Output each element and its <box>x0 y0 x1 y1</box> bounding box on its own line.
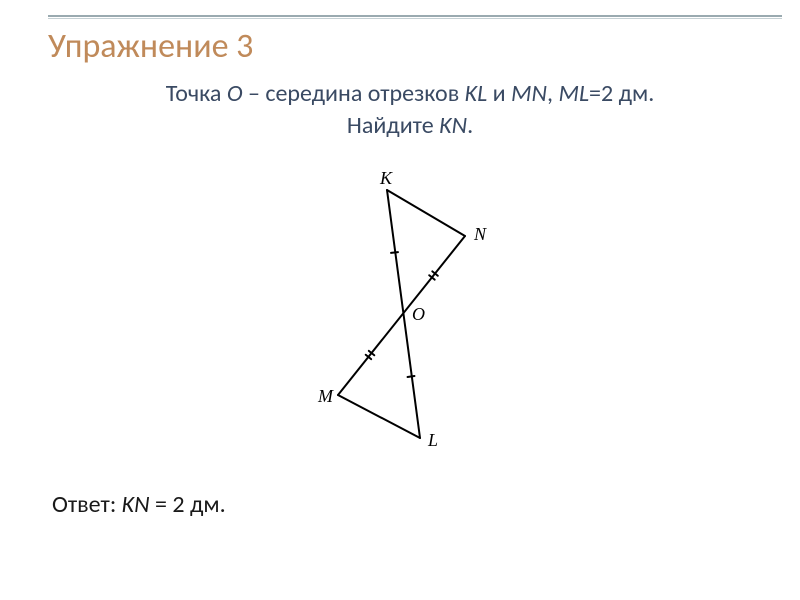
problem-line-1: Точка O – середина отрезков KL и MN, ML=… <box>166 79 655 108</box>
svg-text:N: N <box>473 224 487 244</box>
problem-statement: Точка O – середина отрезков KL и MN, ML=… <box>60 78 760 143</box>
diagram-svg: K N O M L <box>280 170 520 450</box>
svg-text:L: L <box>427 430 438 450</box>
svg-text:M: M <box>317 386 334 406</box>
slide-title: Упражнение 3 <box>48 26 253 67</box>
problem-line-2: Найдите KN. <box>347 111 473 140</box>
geometry-diagram: K N O M L <box>280 170 520 450</box>
header-rule <box>48 15 782 19</box>
svg-text:K: K <box>379 170 393 188</box>
svg-text:O: O <box>412 304 425 324</box>
answer-text: Ответ: KN = 2 дм. <box>52 490 226 519</box>
